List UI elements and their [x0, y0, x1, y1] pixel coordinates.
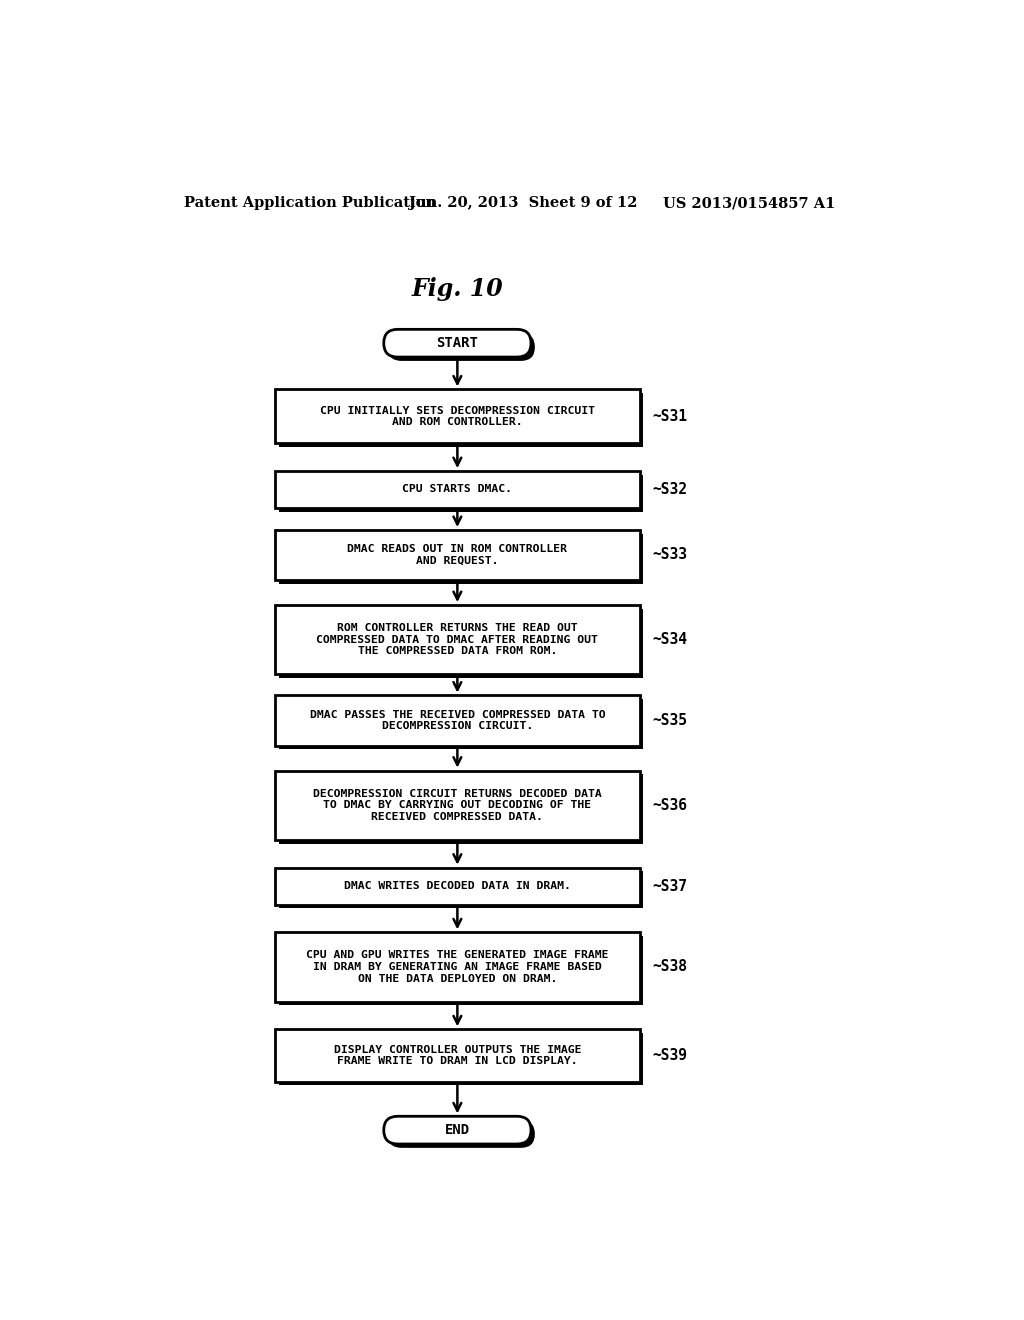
Text: ~S38: ~S38 — [652, 960, 687, 974]
FancyBboxPatch shape — [275, 529, 640, 579]
Text: CPU STARTS DMAC.: CPU STARTS DMAC. — [402, 484, 512, 495]
FancyBboxPatch shape — [384, 330, 531, 358]
Text: DMAC READS OUT IN ROM CONTROLLER
AND REQUEST.: DMAC READS OUT IN ROM CONTROLLER AND REQ… — [347, 544, 567, 566]
FancyBboxPatch shape — [280, 475, 643, 512]
Text: DISPLAY CONTROLLER OUTPUTS THE IMAGE
FRAME WRITE TO DRAM IN LCD DISPLAY.: DISPLAY CONTROLLER OUTPUTS THE IMAGE FRA… — [334, 1044, 582, 1067]
FancyBboxPatch shape — [280, 609, 643, 678]
Text: Jun. 20, 2013  Sheet 9 of 12: Jun. 20, 2013 Sheet 9 of 12 — [409, 197, 637, 210]
FancyBboxPatch shape — [275, 867, 640, 904]
FancyBboxPatch shape — [275, 471, 640, 508]
Text: ~S36: ~S36 — [652, 797, 687, 813]
Text: ~S39: ~S39 — [652, 1048, 687, 1063]
FancyBboxPatch shape — [275, 932, 640, 1002]
Text: CPU INITIALLY SETS DECOMPRESSION CIRCUIT
AND ROM CONTROLLER.: CPU INITIALLY SETS DECOMPRESSION CIRCUIT… — [319, 405, 595, 428]
FancyBboxPatch shape — [280, 700, 643, 750]
Text: DMAC WRITES DECODED DATA IN DRAM.: DMAC WRITES DECODED DATA IN DRAM. — [344, 880, 570, 891]
Text: ~S34: ~S34 — [652, 632, 687, 647]
FancyBboxPatch shape — [280, 936, 643, 1006]
FancyBboxPatch shape — [280, 393, 643, 447]
FancyBboxPatch shape — [275, 605, 640, 675]
Text: US 2013/0154857 A1: US 2013/0154857 A1 — [663, 197, 836, 210]
Text: DMAC PASSES THE RECEIVED COMPRESSED DATA TO
DECOMPRESSION CIRCUIT.: DMAC PASSES THE RECEIVED COMPRESSED DATA… — [309, 710, 605, 731]
Text: ~S32: ~S32 — [652, 482, 687, 498]
FancyBboxPatch shape — [280, 775, 643, 843]
Text: ~S33: ~S33 — [652, 548, 687, 562]
FancyBboxPatch shape — [275, 696, 640, 746]
Text: DECOMPRESSION CIRCUIT RETURNS DECODED DATA
TO DMAC BY CARRYING OUT DECODING OF T: DECOMPRESSION CIRCUIT RETURNS DECODED DA… — [313, 788, 602, 822]
Text: Fig. 10: Fig. 10 — [412, 277, 503, 301]
Text: Patent Application Publication: Patent Application Publication — [183, 197, 436, 210]
Text: START: START — [436, 337, 478, 350]
FancyBboxPatch shape — [388, 333, 535, 360]
Text: CPU AND GPU WRITES THE GENERATED IMAGE FRAME
IN DRAM BY GENERATING AN IMAGE FRAM: CPU AND GPU WRITES THE GENERATED IMAGE F… — [306, 950, 608, 983]
FancyBboxPatch shape — [280, 533, 643, 583]
Text: ~S35: ~S35 — [652, 713, 687, 729]
FancyBboxPatch shape — [275, 771, 640, 840]
Text: ~S37: ~S37 — [652, 879, 687, 894]
Text: ROM CONTROLLER RETURNS THE READ OUT
COMPRESSED DATA TO DMAC AFTER READING OUT
TH: ROM CONTROLLER RETURNS THE READ OUT COMP… — [316, 623, 598, 656]
Text: END: END — [444, 1123, 470, 1137]
Text: ~S31: ~S31 — [652, 409, 687, 424]
FancyBboxPatch shape — [384, 1117, 531, 1144]
FancyBboxPatch shape — [280, 871, 643, 908]
FancyBboxPatch shape — [275, 1030, 640, 1081]
FancyBboxPatch shape — [280, 1034, 643, 1085]
FancyBboxPatch shape — [275, 389, 640, 444]
FancyBboxPatch shape — [388, 1121, 535, 1148]
